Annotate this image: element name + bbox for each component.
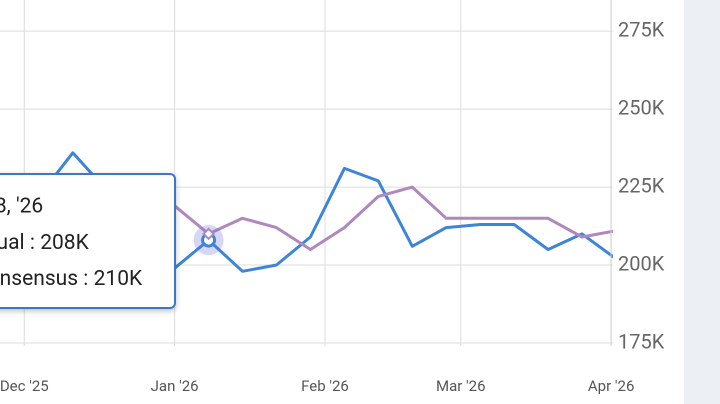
tooltip-title: Jan 8, '26 [0,195,43,219]
x-tick-label: Apr '26 [588,377,635,395]
side-panel [684,0,720,404]
hover-point [202,227,215,241]
x-tick-label: Feb '26 [301,377,349,395]
tooltip-separator: : [25,231,41,255]
tooltip-series-name: Consensus [0,267,78,291]
axis-labels: 175K 200K 225K 250K 275K Dec '25 Jan '26 Feb '2… [0,17,665,395]
tooltip-separator: : [78,267,94,291]
y-tick-label: 225K [618,173,665,197]
tooltip-row: Actual : 208K [0,231,90,255]
y-tick-label: 200K [618,251,665,275]
y-tick-label: 250K [618,95,665,119]
tooltip-box [0,173,176,309]
tooltip-series-name: Actual [0,231,25,255]
tooltip-value: 210K [94,267,143,291]
y-tick-label: 275K [618,17,665,41]
x-tick-label: Dec '25 [0,377,49,395]
tooltip: Jan 8, '26 Actual : 208K Consensus : 210… [0,173,176,309]
tooltip-row: Consensus : 210K [0,267,143,291]
x-tick-label: Jan '26 [151,377,199,395]
x-tick-label: Mar '26 [436,377,486,395]
y-tick-label: 175K [618,329,665,353]
tooltip-value: 208K [40,231,89,255]
